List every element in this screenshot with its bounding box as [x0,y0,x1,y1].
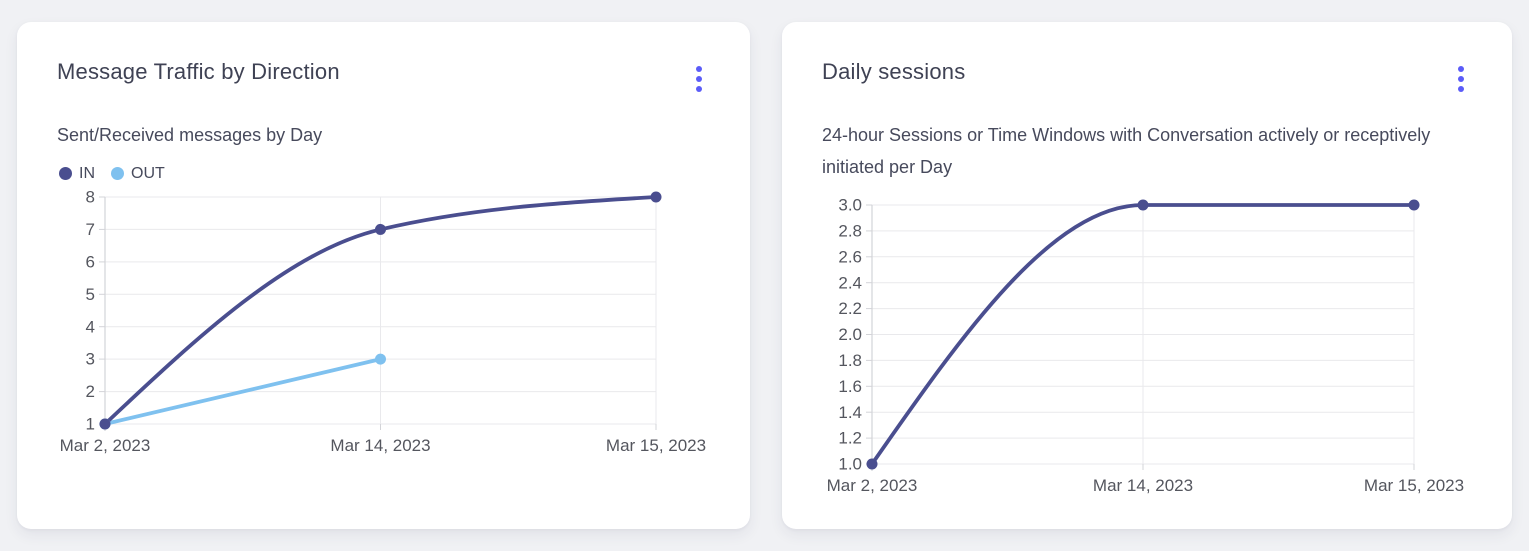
card-subtitle: Sent/Received messages by Day [57,125,323,145]
card-header: Message Traffic by Direction [57,58,710,98]
y-tick-label: 7 [86,220,95,239]
card-message-traffic: Message Traffic by Direction Sent/Receiv… [17,22,750,529]
kebab-dot [1458,66,1464,72]
data-point-sessions[interactable] [1408,199,1420,211]
y-tick-label: 6 [86,252,95,271]
legend-item-in[interactable]: IN [59,165,95,183]
x-tick-label: Mar 2, 2023 [827,476,918,495]
kebab-dot [1458,76,1464,82]
y-tick-label: 3 [86,349,95,368]
card-daily-sessions: Daily sessions 24-hour Sessions or Time … [782,22,1512,529]
y-tick-label: 1.6 [838,377,862,396]
kebab-menu-icon[interactable] [1450,60,1472,98]
kebab-dot [696,86,702,92]
daily-sessions-line-chart[interactable]: 1.0 1.2 1.4 1.6 1.8 2.0 2.2 2.4 2.6 2.8 3.0 Mar 2, … [822,195,1472,499]
y-tick-label: 5 [86,284,95,303]
x-tick-label: Mar 14, 2023 [1093,476,1193,495]
y-tick-label: 1.0 [838,455,862,474]
y-tick-label: 1 [86,414,95,433]
data-point-out[interactable] [375,353,386,365]
legend-dot [59,167,72,180]
chart-legend: IN OUT [59,165,710,183]
x-tick-label: Mar 15, 2023 [1364,476,1464,495]
data-point-in[interactable] [99,418,111,429]
kebab-menu-icon[interactable] [688,60,710,98]
series-line-sessions [870,203,1416,466]
card-title: Message Traffic by Direction [57,59,340,84]
y-tick-label: 2 [86,382,95,401]
y-tick-label: 1.2 [838,429,862,448]
x-tick-label: Mar 14, 2023 [330,436,430,455]
y-tick-label: 1.8 [838,351,862,370]
y-tick-label: 8 [86,187,95,206]
y-tick-label: 2.4 [838,273,862,292]
data-point-sessions[interactable] [1137,199,1149,211]
kebab-dot [696,66,702,72]
data-point-in[interactable] [650,191,662,202]
y-tick-label: 4 [86,317,95,336]
y-tick-label: 2.6 [838,247,862,266]
y-tick-label: 1.4 [838,403,862,422]
y-tick-label: 2.0 [838,325,862,344]
legend-dot [111,167,124,180]
legend-label: OUT [131,164,165,182]
x-tick-label: Mar 15, 2023 [606,436,706,455]
legend-label: IN [79,164,95,182]
y-tick-label: 3.0 [838,196,862,215]
chart-area: 1.0 1.2 1.4 1.6 1.8 2.0 2.2 2.4 2.6 2.8 3.0 Mar 2, … [822,195,1472,499]
x-tick-label: Mar 2, 2023 [60,436,151,455]
kebab-dot [1458,86,1464,92]
card-title: Daily sessions [822,59,966,84]
card-subtitle: 24-hour Sessions or Time Windows with Co… [822,125,1431,177]
message-traffic-line-chart[interactable]: 1 2 3 4 5 6 7 8 Mar 2, 2023 Mar 14, 2023 Mar 15, 2… [57,187,710,461]
data-point-in[interactable] [375,223,386,235]
series-line-out [103,356,383,426]
y-tick-label: 2.2 [838,299,862,318]
legend-item-out[interactable]: OUT [111,165,165,183]
data-point-sessions[interactable] [866,458,878,470]
kebab-dot [696,76,702,82]
y-tick-label: 2.8 [838,222,862,241]
card-header: Daily sessions [822,58,1472,98]
